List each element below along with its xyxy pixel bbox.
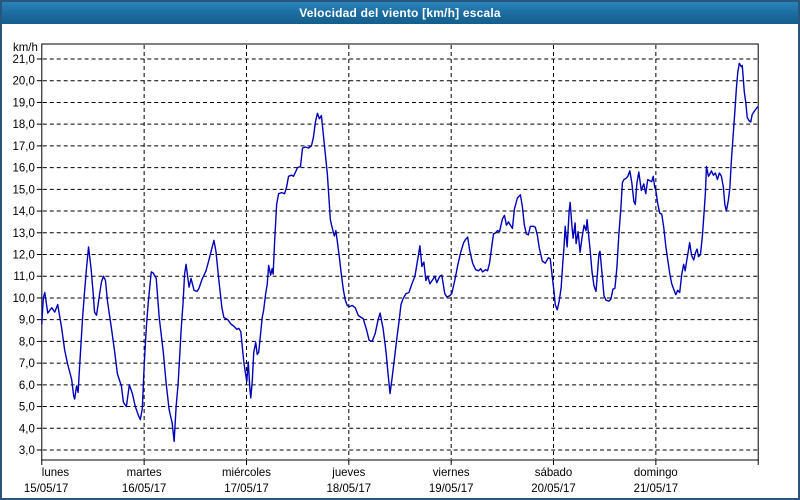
x-date-label: 21/05/17 — [634, 483, 679, 495]
x-day-label: sábado — [535, 467, 573, 479]
wind-speed-line — [41, 62, 759, 442]
y-tick-label: 16,0 — [13, 163, 35, 175]
y-tick-label: 11,0 — [13, 271, 34, 283]
y-tick-label: 10,0 — [13, 293, 35, 305]
plot-border — [41, 43, 759, 461]
x-date-label: 19/05/17 — [429, 483, 474, 495]
y-tick-label: 4,0 — [19, 423, 35, 435]
x-day-label: domingo — [634, 467, 678, 479]
x-day-label: jueves — [331, 467, 365, 479]
y-tick-label: 19,0 — [13, 97, 35, 109]
x-day-label: lunes — [42, 467, 70, 479]
x-day-label: miércoles — [222, 467, 271, 479]
x-date-label: 18/05/17 — [327, 483, 372, 495]
y-tick-label: 6,0 — [19, 380, 35, 392]
y-tick-label: 18,0 — [13, 119, 35, 131]
y-tick-label: 13,0 — [13, 228, 35, 240]
title-bar: Velocidad del viento [km/h] escala — [2, 2, 798, 24]
x-date-label: 17/05/17 — [224, 483, 269, 495]
y-axis-unit-label: km/h — [13, 42, 38, 54]
y-tick-label: 5,0 — [19, 402, 35, 414]
y-tick-label: 14,0 — [13, 206, 35, 218]
x-date-label: 20/05/17 — [531, 483, 576, 495]
x-day-label: viernes — [433, 467, 470, 479]
y-tick-label: 20,0 — [13, 76, 35, 88]
y-tick-label: 17,0 — [13, 141, 35, 153]
y-tick-label: 12,0 — [13, 249, 35, 261]
y-tick-label: 3,0 — [19, 445, 35, 457]
y-tick-label: 7,0 — [19, 358, 35, 370]
x-day-label: martes — [127, 467, 162, 479]
y-tick-label: 21,0 — [13, 54, 35, 66]
y-tick-label: 9,0 — [19, 315, 35, 327]
y-tick-label: 15,0 — [13, 184, 35, 196]
chart-title: Velocidad del viento [km/h] escala — [299, 6, 501, 20]
y-tick-label: 8,0 — [19, 336, 35, 348]
wind-speed-chart: 3,0 4,0 5,0 6,0 7,0 8,0 9,0 10,0 11,0 12,0 13,0 14,… — [13, 42, 759, 495]
x-date-label: 15/05/17 — [24, 483, 69, 495]
x-date-label: 16/05/17 — [122, 483, 167, 495]
